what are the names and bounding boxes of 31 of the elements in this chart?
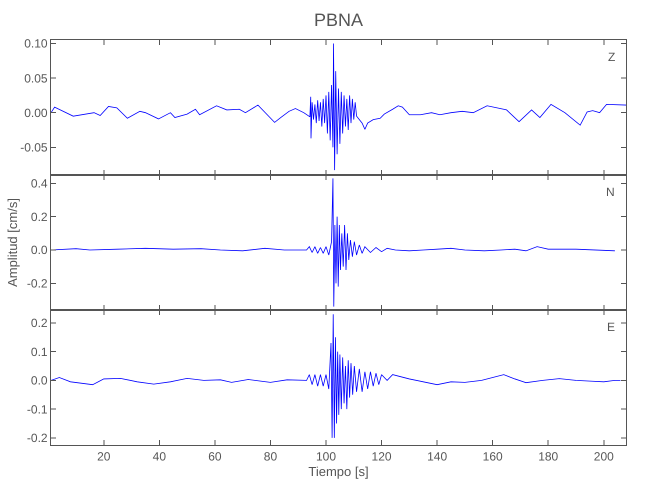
line-series bbox=[51, 314, 621, 438]
y-tick-label: 0.2 bbox=[30, 316, 48, 330]
y-tick-label: -0.2 bbox=[26, 431, 48, 446]
y-tick-label: 0.00 bbox=[24, 106, 48, 120]
x-tick-label: 180 bbox=[538, 449, 559, 464]
chart-title: PBNA bbox=[314, 10, 364, 30]
annotation: Z bbox=[608, 50, 616, 64]
y-tick-label: 0.4 bbox=[30, 176, 48, 191]
x-tick-label: 20 bbox=[97, 449, 111, 464]
x-tick-label: 80 bbox=[264, 449, 278, 464]
y-axis-title: Amplitud [cm/s] bbox=[4, 198, 20, 287]
x-tick-label: 140 bbox=[427, 449, 448, 464]
annotation: E bbox=[607, 320, 616, 334]
x-tick-label: 60 bbox=[208, 449, 222, 464]
x-tick-label: 120 bbox=[372, 449, 392, 464]
line-series bbox=[51, 43, 626, 171]
y-tick-label: 0.1 bbox=[30, 344, 48, 359]
y-tick-label: -0.05 bbox=[20, 140, 48, 155]
y-tick-label: -0.2 bbox=[26, 276, 48, 291]
y-tick-label: 0.0 bbox=[30, 374, 48, 388]
x-tick-label: 160 bbox=[482, 449, 503, 464]
y-tick-label: 0.05 bbox=[24, 71, 48, 86]
x-axis-title: Tiempo [s] bbox=[308, 464, 369, 479]
y-tick-label: 0.10 bbox=[24, 36, 48, 51]
y-tick-label: -0.1 bbox=[26, 402, 48, 416]
x-tick-label: 200 bbox=[594, 449, 614, 464]
x-tick-label: 100 bbox=[316, 449, 336, 464]
y-tick-label: 0.2 bbox=[30, 210, 48, 224]
annotation: N bbox=[606, 185, 615, 199]
x-tick-label: 40 bbox=[152, 449, 166, 464]
y-tick-label: 0.0 bbox=[30, 243, 48, 258]
